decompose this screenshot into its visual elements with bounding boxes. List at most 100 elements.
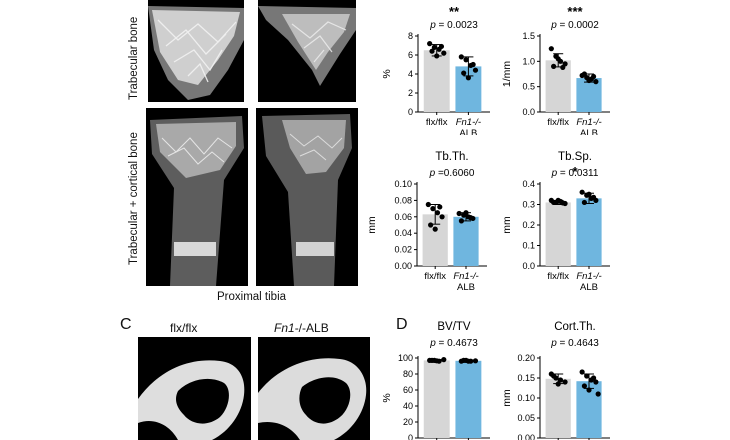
y-axis-label: 1/mm bbox=[501, 61, 513, 88]
chart-trabecular-thickness: Tb.Th. p =0.6060 0.00 0.02 0.04 0.06 0.08 0.10 m… bbox=[366, 151, 487, 293]
data-point bbox=[427, 41, 433, 47]
significance-stars: * bbox=[572, 164, 578, 179]
cross-section-title-control: flx/flx bbox=[170, 321, 198, 335]
y-tick-label: 0.08 bbox=[394, 195, 412, 205]
bar bbox=[545, 202, 571, 266]
y-tick-label: 0 bbox=[408, 433, 413, 440]
data-point bbox=[581, 199, 588, 206]
y-axis-label: mm bbox=[501, 216, 513, 234]
data-point bbox=[425, 201, 431, 208]
data-point bbox=[434, 53, 440, 59]
x-tick-label: ALB bbox=[457, 282, 475, 293]
bar bbox=[545, 378, 571, 438]
y-tick-label: 0.00 bbox=[517, 433, 535, 440]
data-point bbox=[441, 50, 447, 56]
data-point bbox=[590, 375, 597, 381]
chart-bvtv-trabecular: **p = 0.0023 0 2 4 6 8% flx/flx Fn1-/-ALB bbox=[381, 4, 490, 135]
data-point bbox=[461, 70, 467, 76]
data-point bbox=[429, 48, 435, 54]
data-point bbox=[555, 56, 561, 62]
panel-letter-d: D bbox=[396, 316, 408, 333]
y-tick-label: 0.10 bbox=[394, 179, 412, 189]
y-axis-label: mm bbox=[501, 389, 513, 407]
side-label-trabecular: Trabecular bone bbox=[128, 16, 140, 100]
bar bbox=[576, 198, 602, 266]
microct-trabecular-knockout bbox=[258, 0, 356, 102]
y-tick-label: 2 bbox=[408, 88, 413, 98]
data-point bbox=[458, 218, 465, 224]
data-point bbox=[437, 204, 443, 210]
data-point bbox=[593, 379, 599, 385]
p-value: p = 0.0311 bbox=[551, 168, 599, 179]
data-point bbox=[431, 44, 437, 51]
chart-title: BV/TV bbox=[437, 321, 471, 333]
x-tick-label: flx/flx bbox=[424, 271, 446, 282]
bar bbox=[576, 78, 602, 112]
y-tick-label: 100 bbox=[398, 353, 413, 363]
y-tick-label: 0.5 bbox=[522, 82, 535, 92]
y-axis-label: % bbox=[381, 69, 393, 78]
x-tick-label: Fn1-/- bbox=[576, 271, 601, 282]
data-point bbox=[579, 189, 585, 195]
bar bbox=[423, 50, 450, 112]
data-point bbox=[439, 214, 445, 220]
x-tick-label: ALB bbox=[580, 128, 598, 135]
x-tick-label: flx/flx bbox=[547, 117, 569, 128]
data-point bbox=[584, 373, 590, 379]
data-point bbox=[595, 391, 601, 397]
data-point bbox=[581, 71, 588, 77]
data-point bbox=[463, 57, 469, 63]
data-point bbox=[470, 61, 476, 68]
chart-title: Tb.Th. bbox=[435, 151, 468, 163]
bar bbox=[545, 60, 571, 112]
y-tick-label: 0.04 bbox=[394, 228, 412, 238]
data-point bbox=[581, 383, 588, 389]
y-tick-label: 0.06 bbox=[394, 212, 412, 222]
data-point bbox=[562, 379, 568, 385]
chart-title: Tb.Sp. bbox=[558, 151, 592, 163]
x-tick-label: flx/flx bbox=[426, 117, 448, 128]
x-tick-label: Fn1-/- bbox=[453, 271, 478, 282]
y-tick-label: 0.20 bbox=[517, 353, 535, 363]
significance-stars: ** bbox=[449, 4, 460, 19]
p-value: p = 0.0023 bbox=[429, 20, 478, 31]
cross-section-control bbox=[138, 337, 251, 440]
p-value: p = 0.0002 bbox=[550, 20, 599, 31]
microct-tibia-control bbox=[146, 108, 248, 286]
chart-trabecular-number: ***p = 0.0002 0.0 0.5 1.0 1.5 1/mm flx/flx Fn1-… bbox=[501, 4, 610, 135]
y-tick-label: 0.0 bbox=[522, 107, 535, 117]
data-point bbox=[472, 67, 479, 73]
x-tick-label: Fn1-/- bbox=[576, 117, 601, 128]
bar bbox=[455, 360, 482, 438]
data-point bbox=[430, 206, 436, 212]
bar bbox=[423, 360, 450, 438]
chart-trabecular-separation: Tb.Sp.*p = 0.0311 0.0 0.1 0.2 0.3 0.4 mm flx/fl… bbox=[501, 151, 610, 293]
y-tick-label: 0.05 bbox=[517, 413, 535, 423]
caption-proximal-tibia: Proximal tibia bbox=[217, 291, 287, 303]
data-point bbox=[465, 358, 471, 364]
data-point bbox=[593, 79, 599, 85]
y-tick-label: 0.2 bbox=[522, 220, 535, 230]
chart-cortical-thickness: Cort.Th. p = 0.4643 0.00 0.05 0.10 0.15 0.20 mm bbox=[501, 321, 610, 440]
chart-bvtv-cortical: BV/TV p = 0.4673 0 20 40 60 80 100% bbox=[381, 321, 490, 440]
data-point bbox=[586, 387, 592, 393]
microct-trabecular-control bbox=[148, 0, 244, 102]
y-tick-label: 1.0 bbox=[522, 56, 535, 66]
y-tick-label: 20 bbox=[403, 417, 413, 427]
p-value: p = 0.4643 bbox=[550, 338, 599, 349]
data-point bbox=[429, 357, 435, 363]
data-point bbox=[438, 43, 445, 50]
x-tick-label: Fn1-/- bbox=[456, 117, 481, 128]
data-point bbox=[458, 54, 464, 60]
y-tick-label: 0.00 bbox=[394, 261, 412, 271]
data-point bbox=[428, 222, 434, 228]
microct-tibia-knockout bbox=[256, 108, 358, 286]
y-tick-label: 8 bbox=[408, 31, 413, 41]
side-label-trabecular-cortical: Trabecular + cortical bone bbox=[128, 132, 140, 265]
data-point bbox=[465, 75, 471, 81]
y-tick-label: 0.02 bbox=[394, 245, 412, 255]
data-point bbox=[434, 358, 440, 364]
data-point bbox=[557, 377, 564, 383]
data-point bbox=[441, 357, 447, 363]
data-point bbox=[551, 63, 557, 69]
